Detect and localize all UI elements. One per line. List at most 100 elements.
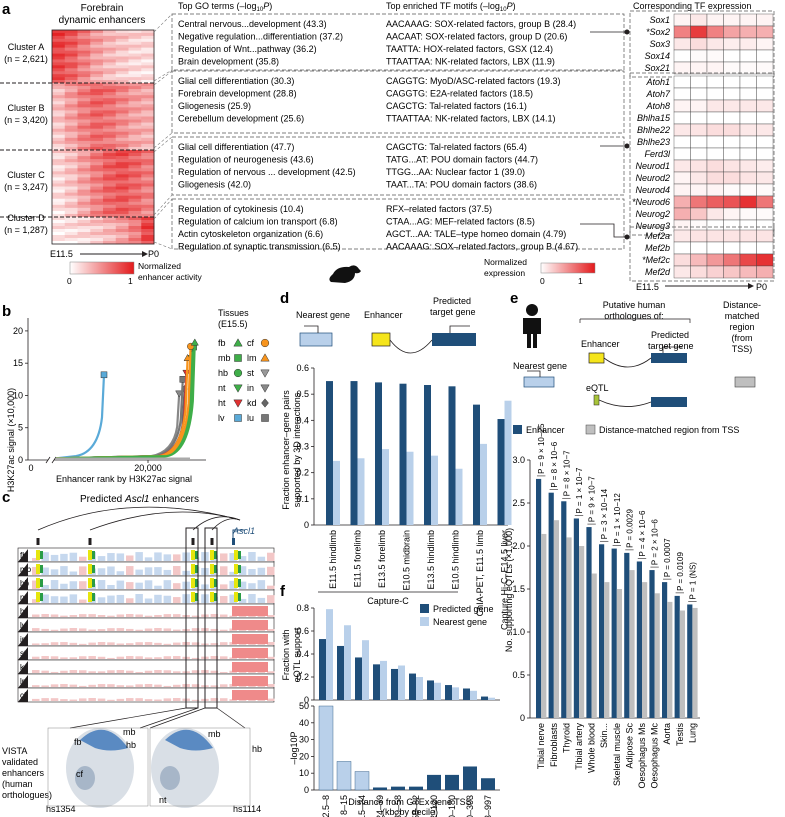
enhancer-peak	[195, 593, 198, 601]
heatmap-cell	[52, 204, 66, 209]
signal-block	[107, 670, 115, 673]
heatmap-cell	[64, 56, 78, 60]
tf-cell	[706, 25, 724, 39]
legend-tissue-st: st	[247, 368, 255, 378]
heatmap-cell	[141, 122, 155, 126]
curve-ht	[55, 372, 188, 460]
heatmap-cell	[141, 101, 155, 105]
heatmap-cell	[115, 128, 129, 133]
heatmap-cell	[103, 171, 117, 175]
tf-cell	[673, 195, 691, 209]
signal-block	[116, 580, 125, 589]
heatmap-cell	[52, 56, 66, 60]
heatmap-cell	[103, 241, 117, 245]
tf-cell	[673, 159, 691, 173]
signal-block	[191, 615, 200, 617]
eqtl-label: eQTL	[586, 383, 609, 393]
heatmap-cell	[90, 92, 104, 96]
signal-block	[135, 629, 143, 631]
heatmap-cell	[77, 220, 91, 224]
heatmap-cell	[90, 213, 104, 218]
heatmap-cell	[77, 171, 91, 175]
legend-tissue-fb: fb	[218, 338, 226, 348]
signal-block	[163, 698, 172, 701]
heatmap-cell	[128, 137, 142, 142]
heatmap-cell	[52, 210, 66, 215]
highlight-box	[204, 527, 218, 709]
heatmap-cell	[128, 162, 142, 166]
signal-block	[144, 567, 153, 575]
enhancer-tick	[191, 538, 195, 545]
heatmap-cell	[141, 180, 155, 184]
heatmap-cell	[115, 80, 129, 84]
f-category-label: 2.5–8	[321, 795, 331, 817]
f-bar-log10p	[391, 786, 405, 790]
heatmap-cell	[115, 30, 129, 34]
tf-cell	[690, 195, 708, 209]
heatmap-cell	[141, 80, 155, 84]
signal-block	[173, 656, 181, 659]
signal-block	[69, 657, 78, 659]
heatmap-cell	[141, 210, 155, 215]
curve-marker-fb	[190, 338, 199, 346]
heatmap-cell	[90, 74, 104, 78]
heatmap-cell	[77, 98, 91, 102]
signal-block	[60, 596, 68, 603]
heatmap-cell	[103, 189, 117, 193]
tf-motif: AACAAAG: SOX–related factors, group B (4…	[386, 242, 578, 252]
heatmap-cell	[52, 65, 66, 69]
heatmap-cell	[90, 159, 104, 163]
curve-lu	[55, 379, 184, 460]
heatmap-cell	[52, 226, 66, 230]
signal-block	[267, 629, 275, 631]
heatmap-cell	[128, 189, 142, 193]
tf-cell	[739, 171, 757, 185]
heatmap-cell	[52, 41, 66, 46]
heatmap-cell	[64, 89, 78, 93]
heatmap-cell	[52, 162, 66, 166]
heatmap-cell	[77, 41, 91, 46]
tf-cell	[723, 37, 741, 51]
heatmap-cell	[128, 104, 142, 108]
signal-block	[107, 657, 115, 659]
heatmap-cell	[52, 83, 66, 87]
panel-f-label: f	[280, 583, 286, 600]
d-ytick-label: 0.4	[296, 415, 309, 425]
d-category-label: E10.5 hindlimb	[451, 530, 461, 590]
embryo1-label-mb: mb	[123, 727, 136, 737]
tf-cell	[673, 253, 691, 267]
tf-cell	[756, 25, 774, 39]
heatmap-cell	[52, 213, 66, 218]
heatmap-cell	[90, 56, 104, 60]
heatmap-cell	[77, 68, 91, 72]
heatmap-cell	[52, 89, 66, 93]
expression-legend-line1: Normalized	[484, 257, 527, 267]
heatmap-cell	[77, 89, 91, 93]
tf-motif: TAATTA: HOX-related factors, GSX (12.4)	[386, 44, 553, 54]
heatmap-cell	[103, 125, 117, 129]
signal-block	[144, 642, 153, 645]
signal-block	[191, 684, 200, 687]
heatmap-cell	[64, 229, 78, 233]
heatmap-cell	[77, 104, 91, 108]
heatmap-cell	[115, 125, 129, 129]
signal-block	[60, 642, 68, 645]
enhancer-peak	[191, 578, 195, 588]
heatmap-cell	[115, 110, 129, 114]
tf-motif: RFX–related factors (37.5)	[386, 204, 492, 214]
heatmap-cell	[141, 174, 155, 178]
heatmap-cell	[77, 95, 91, 99]
heatmap-cell	[141, 153, 155, 157]
heatmap-cell	[64, 104, 78, 108]
signal-block	[116, 643, 125, 645]
heatmap-cell	[77, 226, 91, 230]
tf-header: Corresponding TF expression	[633, 1, 751, 11]
heatmap-cell	[90, 150, 104, 154]
signal-block	[220, 584, 228, 589]
heatmap-cell	[64, 74, 78, 78]
heatmap-cell	[103, 107, 117, 111]
signal-block	[116, 670, 125, 673]
heatmap-cell	[103, 53, 117, 57]
f-category-label: 303–997	[483, 795, 493, 817]
d-bar-nearest	[357, 458, 365, 525]
